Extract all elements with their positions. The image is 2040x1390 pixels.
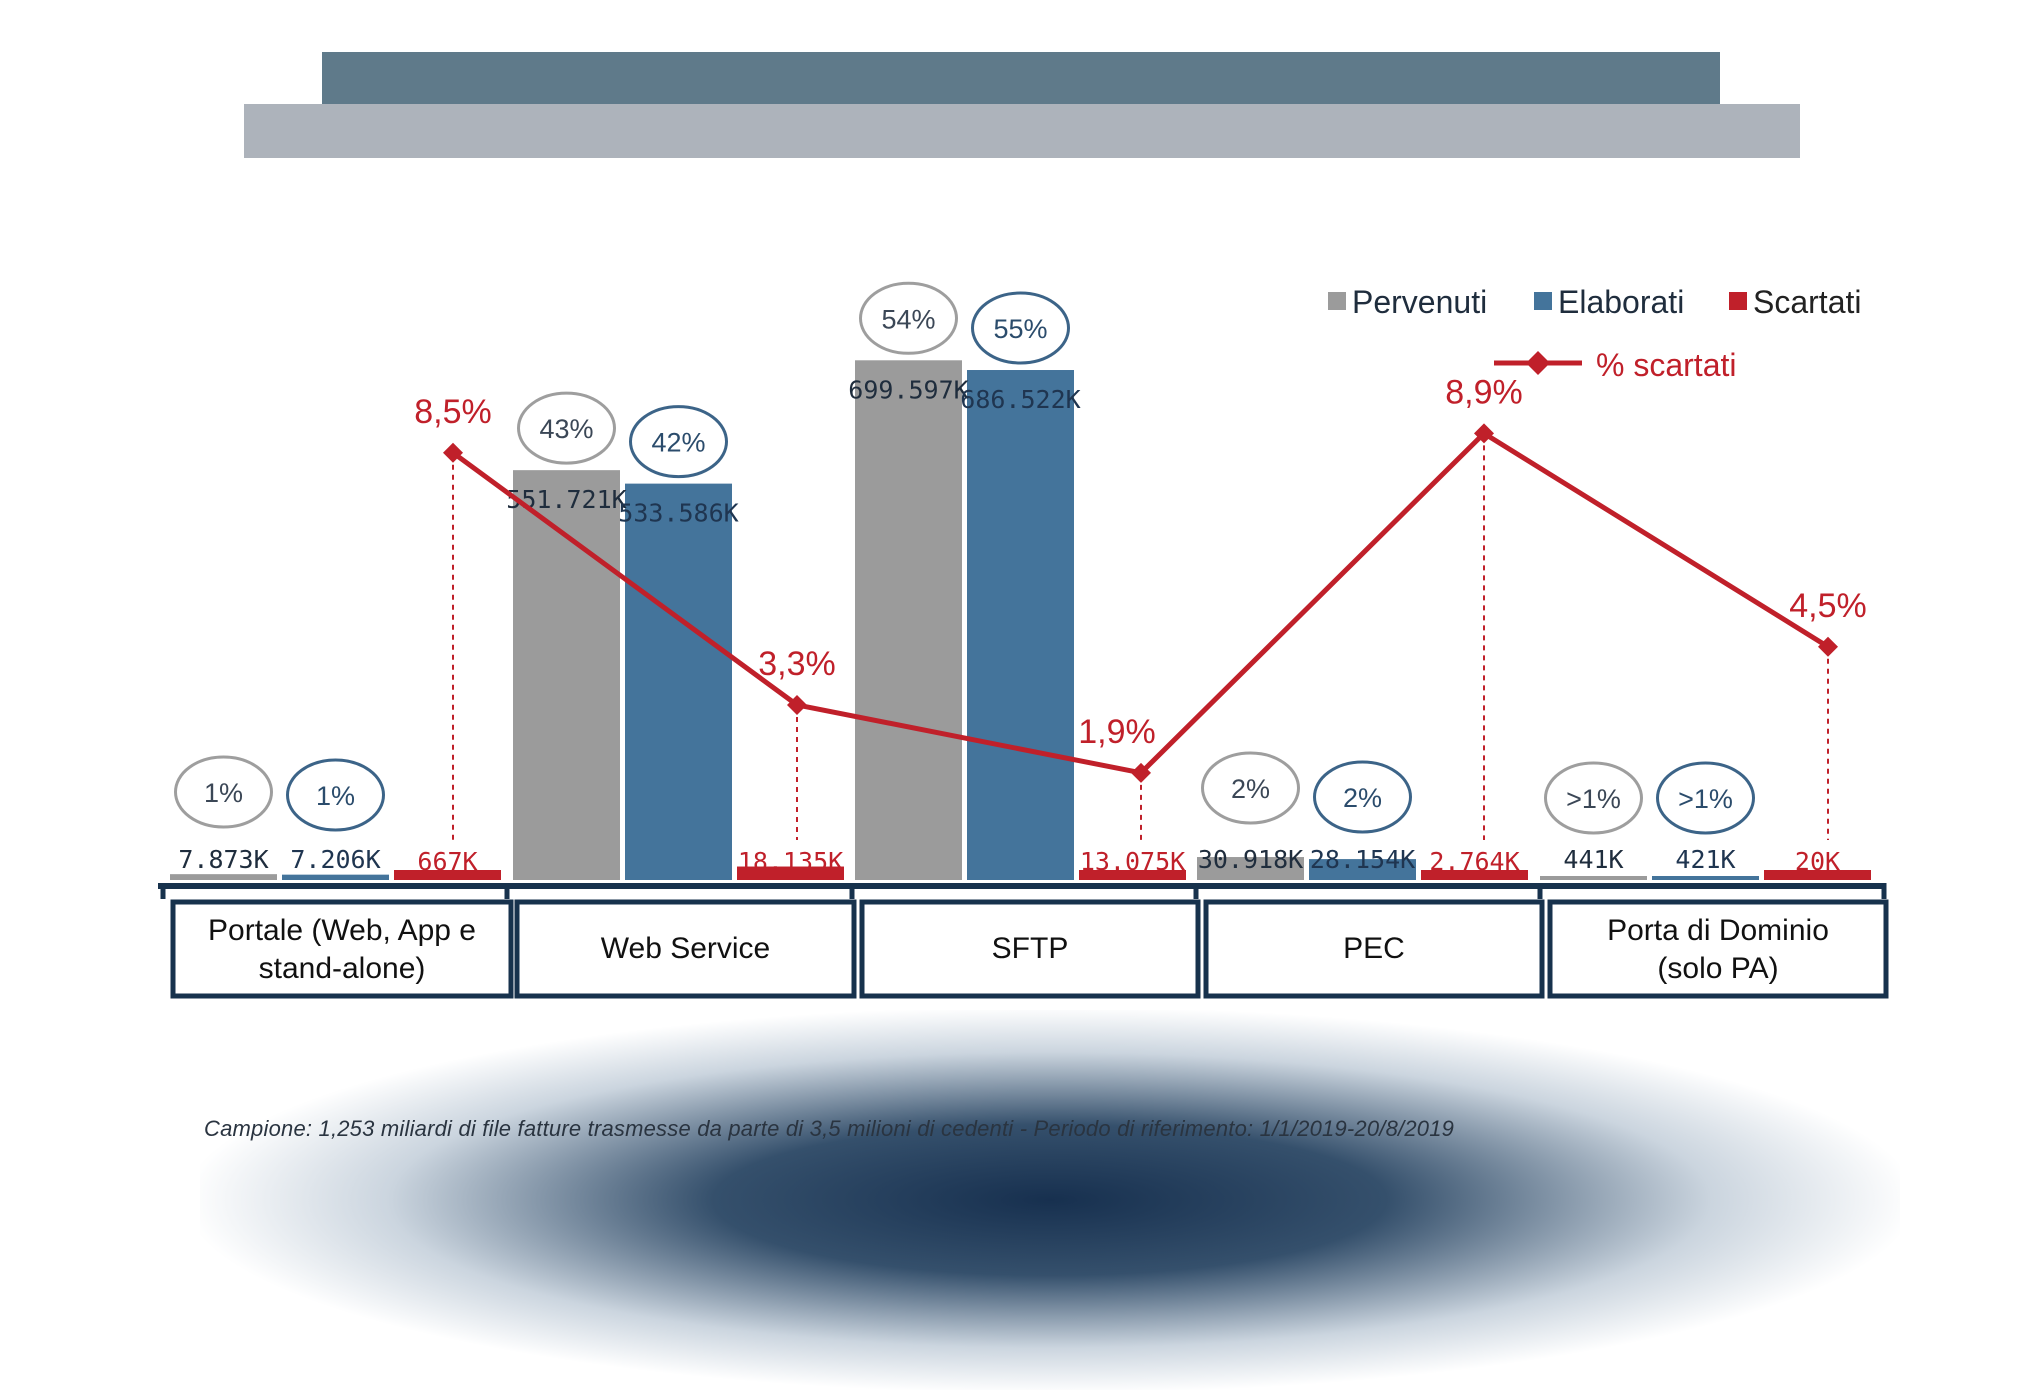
line-label: 8,9% (1445, 373, 1523, 411)
share-bubble (1656, 761, 1755, 835)
legend-label: Scartati (1753, 284, 1861, 320)
share-label: 42% (651, 428, 705, 458)
share-label: 54% (881, 304, 935, 334)
share-label: 2% (1343, 783, 1382, 813)
line-label: 3,3% (758, 645, 836, 683)
share-label: 1% (204, 778, 243, 808)
value-label: 686.522K (960, 385, 1080, 414)
value-label: 18.135K (738, 847, 843, 876)
value-label: 667K (417, 847, 477, 876)
bar-pervenuti-2 (855, 360, 962, 880)
legend-line-marker (1526, 351, 1550, 375)
bar-scartati-4 (1764, 870, 1871, 880)
bar-scartati-1 (737, 866, 844, 880)
share-bubble (286, 758, 385, 832)
header-bar-light (244, 104, 1800, 158)
share-bubble (859, 281, 958, 355)
channel-chart: 7.873K 551.721K 699.597K 30.918K 441K 7.206K 5… (158, 281, 1889, 999)
bar-elaborati-2 (967, 370, 1074, 880)
value-label: 533.586K (618, 499, 738, 528)
share-bubble (971, 291, 1070, 365)
category-box (859, 899, 1201, 999)
share-label: >1% (1566, 784, 1621, 814)
category-label: Portale (Web, App e (208, 914, 476, 947)
share-label: 43% (539, 414, 593, 444)
bar-pervenuti-1 (513, 470, 620, 880)
legend-label: Elaborati (1558, 284, 1684, 320)
legend-line-label: % scartati (1596, 347, 1736, 383)
value-label: 30.918K (1198, 845, 1303, 874)
share-bubble (1544, 761, 1643, 835)
bar-scartati-0 (394, 870, 501, 880)
category-box (1203, 899, 1545, 999)
bar-elaborati-0 (282, 874, 389, 880)
bar-scartati-3 (1421, 870, 1528, 880)
bar-scartati-2 (1079, 870, 1186, 880)
value-label: 2.764K (1429, 847, 1519, 876)
line-marker (1131, 762, 1151, 783)
bar-pervenuti-4 (1540, 876, 1647, 880)
line-label: 1,9% (1078, 713, 1156, 751)
share-bubble (1313, 760, 1412, 834)
line-marker (1818, 636, 1838, 657)
line-label: 8,5% (414, 393, 492, 431)
value-label: 551.721K (506, 485, 626, 514)
bar-elaborati-3 (1309, 859, 1416, 880)
share-label: >1% (1678, 784, 1733, 814)
value-label: 7.206K (290, 845, 380, 874)
category-box (170, 899, 514, 999)
value-label: 421K (1675, 845, 1735, 874)
value-label: 441K (1563, 845, 1623, 874)
category-label: Web Service (601, 932, 771, 965)
legend-swatch-elaborati (1534, 292, 1552, 310)
category-box (1547, 899, 1889, 999)
legend-label: Pervenuti (1352, 284, 1487, 320)
value-label: 699.597K (848, 375, 968, 404)
share-bubble (1201, 751, 1300, 825)
category-label: (solo PA) (1657, 952, 1778, 985)
bar-elaborati-4 (1652, 876, 1759, 880)
value-label: 7.873K (178, 845, 268, 874)
category-box (514, 899, 857, 999)
category-label: SFTP (992, 932, 1069, 965)
line-marker (1474, 423, 1494, 444)
share-label: 2% (1231, 774, 1270, 804)
bar-elaborati-1 (625, 483, 732, 880)
share-bubble (517, 391, 616, 465)
header-bar-dark (322, 52, 1720, 104)
category-label: stand-alone) (259, 952, 426, 985)
legend-swatch-scartati (1729, 292, 1747, 310)
legend-swatch-pervenuti (1328, 292, 1346, 310)
footnote: Campione: 1,253 miliardi di file fatture… (204, 1116, 1455, 1141)
bar-pervenuti-3 (1197, 857, 1304, 880)
line-marker (787, 694, 807, 715)
line-label: 4,5% (1789, 587, 1867, 625)
bar-pervenuti-0 (170, 874, 277, 880)
line-marker (443, 442, 463, 463)
share-bubble (174, 755, 273, 829)
share-bubble (629, 405, 728, 479)
value-label: 20K (1795, 847, 1840, 876)
value-label: 28.154K (1310, 845, 1415, 874)
category-label: PEC (1343, 932, 1405, 965)
share-label: 1% (316, 781, 355, 811)
category-label: Porta di Dominio (1607, 914, 1829, 947)
share-label: 55% (993, 314, 1047, 344)
value-label: 13.075K (1080, 847, 1185, 876)
